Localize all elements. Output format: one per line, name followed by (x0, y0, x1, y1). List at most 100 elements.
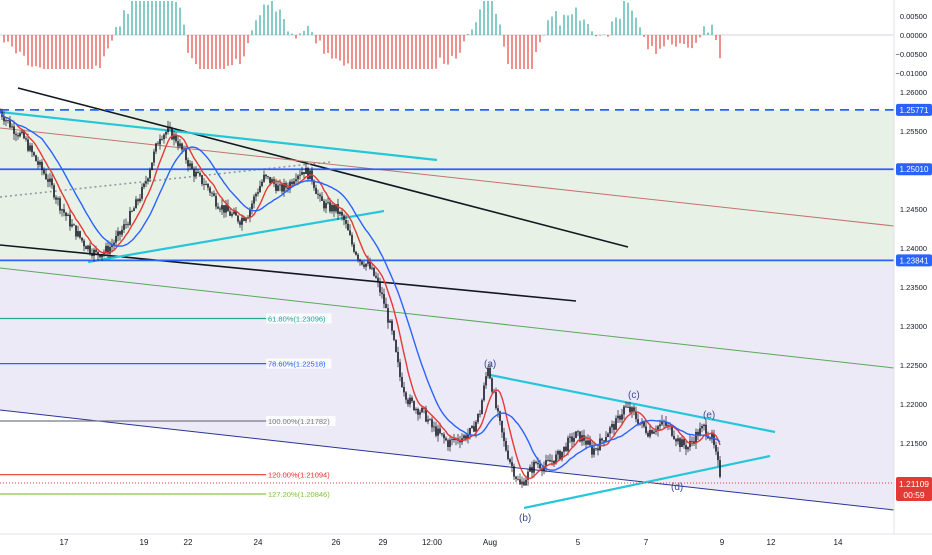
price-tick-label: 1.24000 (900, 244, 927, 253)
candle-body (623, 406, 625, 414)
osc-tick-label: 0.00000 (900, 31, 927, 40)
candle-body (671, 426, 673, 435)
histogram-bar (47, 35, 48, 69)
histogram-bar (351, 35, 352, 69)
histogram-bar (135, 1, 136, 35)
candle-body (417, 409, 419, 415)
candle-body (323, 201, 325, 208)
candle-body (373, 268, 375, 276)
candle-body (479, 414, 481, 415)
histogram-bar (119, 26, 120, 35)
histogram-bar (127, 14, 128, 35)
candle-body (429, 419, 431, 420)
candle-body (409, 398, 411, 405)
histogram-bar (155, 1, 156, 35)
candle-body (387, 308, 389, 322)
histogram-bar (299, 33, 300, 35)
candle-body (293, 181, 295, 184)
candle-body (47, 179, 49, 182)
price-axis-panel (894, 0, 932, 550)
upper-channel-zone (0, 110, 894, 265)
fib-level-label: 78.60%(1.22518) (268, 360, 326, 369)
histogram-bar (279, 9, 280, 35)
candle-body (171, 128, 173, 139)
histogram-bar (671, 35, 672, 45)
histogram-bar (491, 1, 492, 35)
histogram-bar (199, 35, 200, 69)
candle-body (451, 439, 453, 440)
histogram-bar (371, 35, 372, 69)
histogram-bar (331, 35, 332, 59)
candle-body (453, 439, 455, 440)
histogram-bar (235, 35, 236, 59)
histogram-bar (3, 35, 4, 43)
price-tick-label: 1.23000 (900, 322, 927, 331)
candle-body (575, 431, 577, 438)
candle-body (569, 437, 571, 438)
histogram-bar (71, 35, 72, 69)
wave-label-b: (b) (519, 513, 531, 524)
histogram-bar (43, 35, 44, 69)
candle-body (177, 141, 179, 146)
candle-body (53, 185, 55, 197)
histogram-bar (251, 30, 252, 35)
histogram-bar (483, 1, 484, 35)
candle-body (195, 172, 197, 176)
time-tick-label: 24 (254, 538, 263, 547)
histogram-bar (647, 35, 648, 49)
histogram-bar (367, 35, 368, 69)
histogram-bar (419, 35, 420, 69)
histogram-bar (167, 1, 168, 35)
candle-body (533, 462, 535, 473)
candle-body (609, 427, 611, 433)
candle-body (501, 421, 503, 432)
histogram-bar (595, 35, 596, 36)
candle-body (477, 414, 479, 422)
histogram-bar (643, 35, 644, 37)
candle-body (439, 429, 441, 434)
histogram-bar (443, 35, 444, 64)
candle-body (69, 215, 71, 227)
candle-body (243, 218, 245, 221)
histogram-bar (383, 35, 384, 69)
price-tick-label: 1.24500 (900, 205, 927, 214)
candle-body (481, 400, 483, 414)
candle-body (139, 199, 141, 202)
candle-body (359, 259, 361, 261)
candle-body (685, 445, 687, 449)
candle-body (87, 246, 89, 250)
candle-body (179, 143, 181, 146)
candle-body (259, 186, 261, 192)
candle-body (355, 252, 357, 255)
candle-body (211, 193, 213, 194)
histogram-bar (519, 35, 520, 69)
histogram-bar (539, 35, 540, 42)
candle-body (509, 459, 511, 462)
histogram-bar (379, 35, 380, 69)
candle-body (421, 408, 423, 412)
candle-body (615, 418, 617, 430)
wave-label-a: (a) (484, 359, 496, 370)
candle-body (25, 138, 27, 139)
candle-body (41, 162, 43, 170)
histogram-bar (11, 35, 12, 47)
candle-body (269, 177, 271, 183)
candle-body (427, 420, 429, 422)
candle-body (191, 163, 193, 168)
candle-body (205, 184, 207, 185)
candle-body (245, 219, 247, 221)
price-tick-label: 1.22000 (900, 400, 927, 409)
histogram-bar (675, 35, 676, 47)
histogram-bar (39, 35, 40, 68)
histogram-bar (431, 35, 432, 69)
candle-body (291, 182, 293, 185)
candle-body (57, 198, 59, 199)
candle-body (515, 477, 517, 479)
histogram-bar (527, 35, 528, 69)
candle-body (449, 440, 451, 447)
price-tick-label: 1.26000 (900, 88, 927, 97)
candle-body (215, 196, 217, 207)
histogram-bar (547, 20, 548, 35)
histogram-bar (175, 2, 176, 35)
